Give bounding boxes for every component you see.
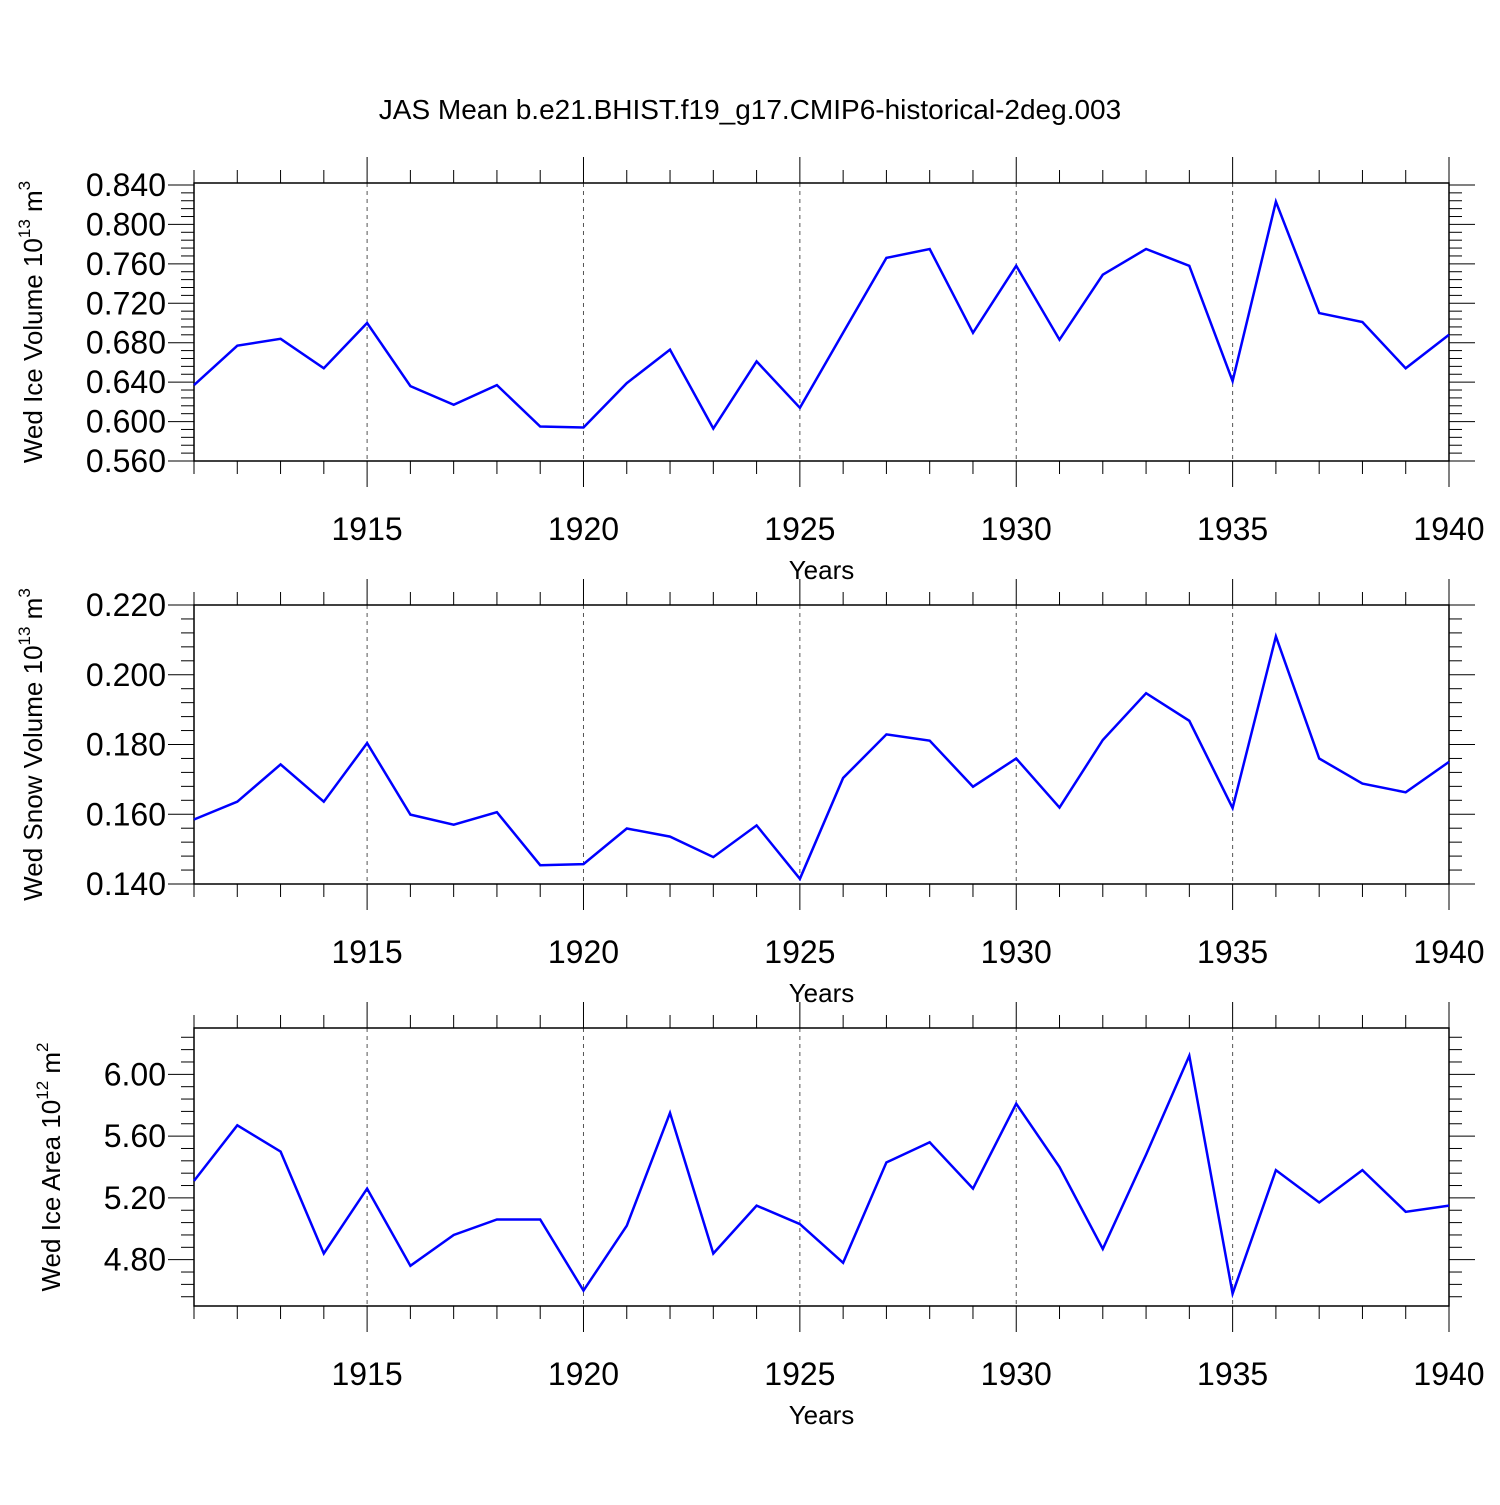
x-axis-label: Years bbox=[789, 1400, 855, 1430]
x-tick-label: 1935 bbox=[1197, 511, 1268, 547]
y-tick-label: 0.560 bbox=[86, 443, 166, 479]
y-tick-label: 6.00 bbox=[104, 1056, 166, 1092]
y-axis-label: Wed Ice Volume 1013 m3 bbox=[15, 181, 48, 463]
y-tick-label: 0.760 bbox=[86, 246, 166, 282]
plot-frame bbox=[193, 182, 1450, 462]
y-axis-label: Wed Snow Volume 1013 m3 bbox=[15, 588, 48, 901]
series-line bbox=[193, 197, 1450, 431]
y-axis-label: Wed Ice Area 1012 m2 bbox=[33, 1042, 66, 1291]
x-tick-label: 1925 bbox=[764, 934, 835, 970]
y-tick-label: 0.800 bbox=[86, 206, 166, 242]
y-tick-label: 0.680 bbox=[86, 325, 166, 361]
x-tick-label: 1920 bbox=[548, 934, 619, 970]
x-tick-label: 1930 bbox=[981, 511, 1052, 547]
y-tick-label: 4.80 bbox=[104, 1242, 166, 1278]
x-tick-label: 1930 bbox=[981, 934, 1052, 970]
x-tick-label: 1940 bbox=[1413, 511, 1484, 547]
y-tick-label: 0.720 bbox=[86, 285, 166, 321]
x-tick-label: 1920 bbox=[548, 511, 619, 547]
y-tick-label: 0.140 bbox=[86, 866, 166, 902]
chart-panel-2: 0.140 0.160 0.180 0.200 0.220 1915 1920 1925 193… bbox=[15, 579, 1485, 1008]
x-tick-label: 1935 bbox=[1197, 1356, 1268, 1392]
x-axis-label: Years bbox=[789, 978, 855, 1008]
x-tick-label: 1915 bbox=[332, 934, 403, 970]
chart-panel-3: 4.80 5.20 5.60 6.00 1915 1920 1925 1930 1935 1940… bbox=[33, 1002, 1485, 1430]
chart-title: JAS Mean b.e21.BHIST.f19_g17.CMIP6-histo… bbox=[379, 94, 1121, 125]
y-tick-label: 0.160 bbox=[86, 796, 166, 832]
x-tick-label: 1915 bbox=[332, 1356, 403, 1392]
x-tick-label: 1925 bbox=[764, 1356, 835, 1392]
x-tick-label: 1920 bbox=[548, 1356, 619, 1392]
x-tick-label: 1915 bbox=[332, 511, 403, 547]
y-tick-label: 0.200 bbox=[86, 657, 166, 693]
x-tick-label: 1940 bbox=[1413, 934, 1484, 970]
plot-frame bbox=[193, 604, 1450, 885]
y-tick-label: 5.20 bbox=[104, 1180, 166, 1216]
x-tick-label: 1930 bbox=[981, 1356, 1052, 1392]
x-tick-label: 1925 bbox=[764, 511, 835, 547]
series-line bbox=[193, 632, 1450, 882]
y-tick-label: 0.840 bbox=[86, 167, 166, 203]
y-tick-label: 0.640 bbox=[86, 364, 166, 400]
y-tick-label: 0.220 bbox=[86, 587, 166, 623]
x-tick-label: 1940 bbox=[1413, 1356, 1484, 1392]
series-line bbox=[193, 1051, 1450, 1299]
x-tick-label: 1935 bbox=[1197, 934, 1268, 970]
plot-frame bbox=[193, 1027, 1450, 1307]
y-tick-label: 0.600 bbox=[86, 404, 166, 440]
y-tick-label: 0.180 bbox=[86, 727, 166, 763]
x-axis-label: Years bbox=[789, 555, 855, 585]
y-tick-label: 5.60 bbox=[104, 1118, 166, 1154]
